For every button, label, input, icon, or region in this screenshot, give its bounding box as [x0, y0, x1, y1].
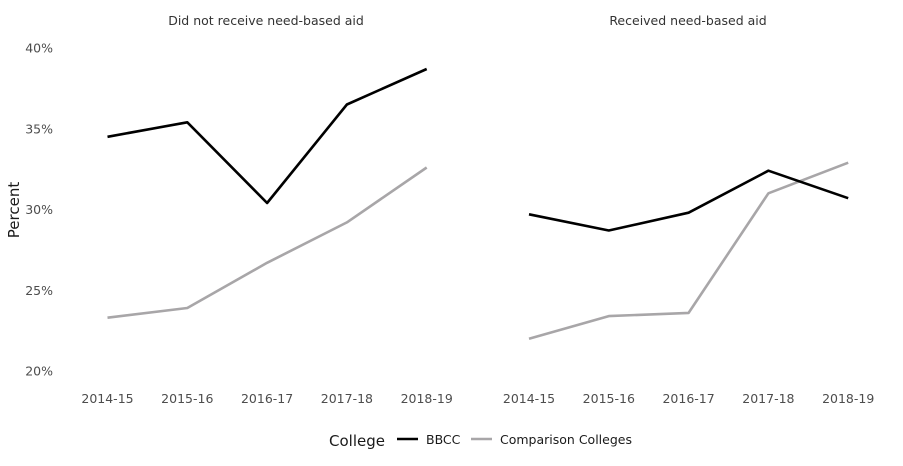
x-tick-label: 2018-19	[822, 391, 874, 406]
x-tick-label: 2015-16	[161, 391, 213, 406]
y-axis-title: Percent	[5, 182, 23, 239]
x-tick-label: 2018-19	[401, 391, 453, 406]
y-tick-label: 25%	[25, 283, 53, 298]
facet-panel-2: Received need-based aid 2014-15 2015-16 201…	[503, 13, 874, 406]
series-line-bbcc	[528, 169, 849, 232]
facet-title: Received need-based aid	[609, 13, 766, 28]
facet-title: Did not receive need-based aid	[168, 13, 364, 28]
y-axis-title-group: Percent	[5, 182, 23, 239]
legend-title: College	[329, 432, 385, 450]
x-tick-label: 2016-17	[241, 391, 293, 406]
y-axis: 20% 25% 30% 35% 40%	[25, 41, 53, 379]
series-line-bbcc	[107, 67, 428, 205]
x-tick-label: 2016-17	[662, 391, 714, 406]
y-tick-label: 20%	[25, 364, 53, 379]
x-tick-label: 2015-16	[583, 391, 635, 406]
x-tick-label: 2014-15	[503, 391, 555, 406]
legend-label: Comparison Colleges	[500, 432, 632, 447]
x-tick-label: 2017-18	[742, 391, 794, 406]
series-line-comparison-colleges	[528, 161, 849, 340]
x-tick-label: 2014-15	[81, 391, 133, 406]
legend: College BBCC Comparison Colleges	[329, 432, 632, 450]
facets: Did not receive need-based aid 2014-15 201…	[81, 13, 874, 406]
facet-panel-1: Did not receive need-based aid 2014-15 201…	[81, 13, 452, 406]
series-line-comparison-colleges	[107, 166, 428, 319]
x-tick-label: 2017-18	[321, 391, 373, 406]
legend-label: BBCC	[426, 432, 461, 447]
y-tick-label: 30%	[25, 202, 53, 217]
y-tick-label: 35%	[25, 121, 53, 136]
y-tick-label: 40%	[25, 41, 53, 56]
